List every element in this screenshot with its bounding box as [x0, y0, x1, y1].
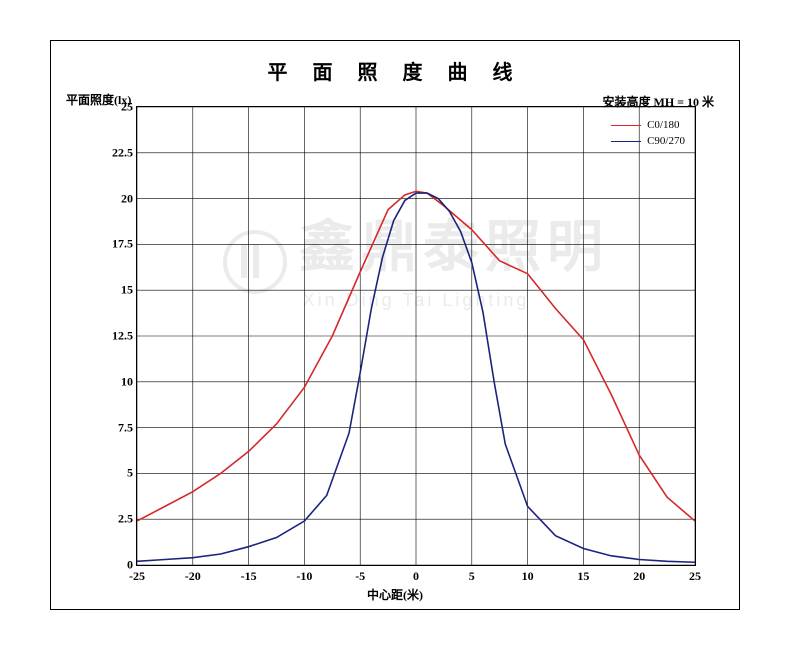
- y-tick-label: 7.5: [118, 420, 133, 435]
- legend-item: C0/180: [611, 119, 685, 131]
- x-tick-label: -15: [241, 569, 257, 584]
- chart-frame: 平 面 照 度 曲 线 平面照度(lx) 安装高度 MH = 10 米 中心距(…: [50, 40, 740, 610]
- y-tick-label: 25: [121, 100, 133, 115]
- chart-svg: [137, 107, 695, 565]
- x-tick-label: 15: [577, 569, 589, 584]
- y-tick-label: 20: [121, 191, 133, 206]
- x-tick-label: -25: [129, 569, 145, 584]
- y-tick-label: 15: [121, 283, 133, 298]
- chart-title: 平 面 照 度 曲 线: [51, 56, 739, 85]
- legend-swatch: [611, 141, 641, 142]
- x-tick-label: -20: [185, 569, 201, 584]
- legend: C0/180 C90/270: [611, 119, 685, 151]
- x-tick-label: -5: [355, 569, 365, 584]
- x-tick-label: -10: [296, 569, 312, 584]
- x-axis-label: 中心距(米): [51, 586, 739, 603]
- plot-area: 鑫鼎泰照明 Xin Ding Tai Lighting C0/180 C90/2…: [136, 106, 696, 566]
- legend-label: C0/180: [647, 119, 679, 131]
- y-tick-label: 10: [121, 374, 133, 389]
- legend-swatch: [611, 125, 641, 126]
- x-tick-label: 10: [522, 569, 534, 584]
- y-tick-label: 12.5: [112, 329, 133, 344]
- legend-label: C90/270: [647, 135, 685, 147]
- y-tick-label: 22.5: [112, 145, 133, 160]
- x-tick-label: 20: [633, 569, 645, 584]
- x-tick-label: 0: [413, 569, 419, 584]
- page: 平 面 照 度 曲 线 平面照度(lx) 安装高度 MH = 10 米 中心距(…: [0, 0, 789, 648]
- x-tick-label: 25: [689, 569, 701, 584]
- y-tick-label: 2.5: [118, 512, 133, 527]
- y-tick-label: 17.5: [112, 237, 133, 252]
- legend-item: C90/270: [611, 135, 685, 147]
- x-tick-label: 5: [469, 569, 475, 584]
- y-tick-label: 5: [127, 466, 133, 481]
